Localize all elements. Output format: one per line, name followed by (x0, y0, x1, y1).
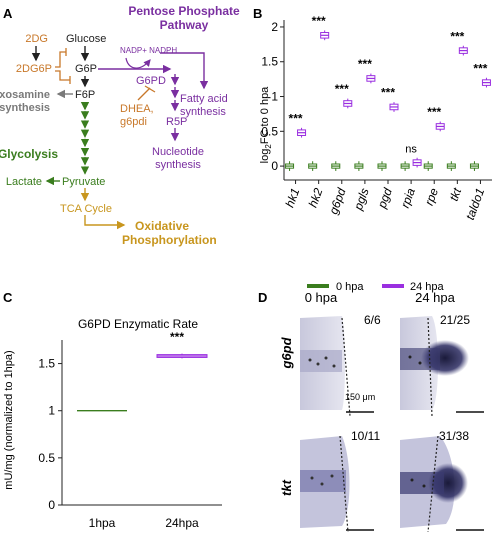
image-tkt-24hpa: 31/38 (400, 425, 496, 535)
arrow-tca-oxphos (84, 215, 126, 230)
significance-label: *** (170, 330, 184, 344)
tick-label-b-x: hk1 (283, 186, 303, 209)
legend-24hpa-label: 24 hpa (410, 281, 445, 293)
tick-label-c-y: 0 (48, 498, 55, 512)
col-0hpa-label: 0 hpa (305, 290, 338, 305)
inhibit-2dg6p-2 (55, 70, 70, 81)
count-tkt-0hpa: 10/11 (351, 429, 380, 443)
tick-label-b-x: taldo1 (463, 186, 487, 222)
tick-label-c-y: 1 (48, 404, 55, 418)
panel-d: D 0 hpa 24 hpa g6pd tkt 6/6 150 μm 21/25 (258, 290, 496, 535)
row-tkt-label: tkt (279, 479, 294, 496)
nadp-label: NADP+ NADPH (120, 46, 177, 55)
dhea-line1: DHEA, (120, 103, 154, 115)
hexosamine-line2: Biosynthesis (0, 102, 50, 114)
panel-a: A Glucose 2DG 2DG6P G6P F6P Hexosamine B… (0, 4, 240, 247)
panel-a-letter: A (3, 6, 13, 21)
image-g6pd-0hpa: 6/6 150 μm (300, 309, 396, 419)
fatty-line1: Fatty acid (180, 93, 228, 105)
legend-0hpa-label: 0 hpa (336, 281, 364, 293)
panel-d-letter: D (258, 290, 267, 305)
significance-label: *** (289, 111, 303, 125)
panel-b-letter: B (253, 6, 262, 21)
tick-label-c-x: 24hpa (165, 516, 199, 530)
significance-label: *** (335, 82, 349, 96)
nucleotide-line2: synthesis (155, 159, 201, 171)
nucleotide-line1: Nucleotide (152, 146, 204, 158)
tick-label-b-y: 1.5 (261, 55, 278, 69)
image-tkt-0hpa: 10/11 (300, 425, 396, 535)
tick-label-b-y: 0.5 (261, 124, 278, 138)
chart-b: 0 0.5 1 1.5 2 hk1 *** hk2 *** g6pd *** pgls *** pgd **… (261, 14, 492, 222)
count-g6pd-0hpa: 6/6 (364, 313, 381, 327)
image-g6pd-24hpa: 21/25 (400, 309, 496, 419)
fatty-line2: synthesis (180, 106, 226, 118)
significance-label: *** (312, 14, 326, 28)
arrow-nadph-fatty (160, 52, 209, 90)
significance-label: ns (405, 143, 417, 155)
oxphos-line2: Phosphorylation (122, 233, 217, 247)
row-g6pd-label: g6pd (279, 336, 294, 369)
panel-b-ylabel: log2FC to 0 hpa (259, 86, 273, 163)
inhibit-dhea (137, 87, 151, 101)
significance-label: *** (358, 57, 372, 71)
hexosamine-line1: Hexosamine (0, 89, 50, 101)
panel-b: B log2FC to 0 hpa 0 0.5 1 1.5 2 hk1 *** hk2 *** g… (253, 6, 492, 293)
ppp-line2: Pathway (160, 18, 209, 32)
tick-label-b-y: 0 (271, 159, 278, 173)
panel-c-letter: C (3, 290, 13, 305)
f6p-label: F6P (75, 89, 95, 101)
tick-label-b-x: g6pd (326, 186, 348, 216)
tick-label-b-x: rpia (398, 186, 418, 210)
arrow-nadp-cycle (125, 57, 151, 69)
tca-label: TCA Cycle (60, 203, 112, 215)
lactate-label: Lactate (6, 176, 42, 188)
significance-label: *** (427, 105, 441, 119)
2dg6p-label: 2DG6P (16, 63, 52, 75)
tick-label-b-y: 1 (271, 90, 278, 104)
glycolysis-label: Glycolysis (0, 147, 58, 161)
g6p-label: G6P (75, 63, 97, 75)
col-24hpa-label: 24 hpa (415, 290, 456, 305)
significance-label: *** (450, 29, 464, 43)
panel-c: C G6PD Enzymatic Rate mU/mg (normalized … (3, 290, 222, 530)
inhibit-dhea-bar (144, 85, 156, 93)
tick-label-c-y: 0.5 (38, 451, 55, 465)
ppp-line1: Pentose Phosphate (128, 4, 240, 18)
panel-c-title: G6PD Enzymatic Rate (78, 317, 198, 331)
significance-label: *** (473, 61, 487, 75)
chart-c: 0 0.5 1 1.5 1hpa 24hpa *** (38, 330, 222, 530)
g6pd-label: G6PD (136, 75, 166, 87)
oxphos-line1: Oxidative (135, 219, 189, 233)
glucose-label: Glucose (66, 33, 106, 45)
count-tkt-24hpa: 31/38 (439, 429, 469, 443)
tick-label-b-y: 2 (271, 20, 278, 34)
inhibit-2dg6p-1 (55, 51, 66, 68)
tick-label-b-x: tkt (447, 186, 465, 203)
tick-label-c-y: 1.5 (38, 357, 55, 371)
tick-label-b-x: hk2 (306, 186, 326, 209)
significance-label: *** (381, 86, 395, 100)
tick-label-b-x: pgls (351, 186, 372, 212)
tick-label-b-x: pgd (374, 186, 394, 211)
tick-label-b-x: rpe (422, 186, 441, 207)
2dg-label: 2DG (25, 33, 48, 45)
panel-c-ylabel: mU/mg (normalized to 1hpa) (3, 350, 15, 489)
count-g6pd-24hpa: 21/25 (440, 313, 470, 327)
r5p-label: R5P (166, 116, 187, 128)
dhea-line2: g6pdi (120, 116, 147, 128)
scale-label: 150 μm (345, 392, 375, 402)
pyruvate-label: Pyruvate (62, 176, 105, 188)
tick-label-c-x: 1hpa (89, 516, 116, 530)
